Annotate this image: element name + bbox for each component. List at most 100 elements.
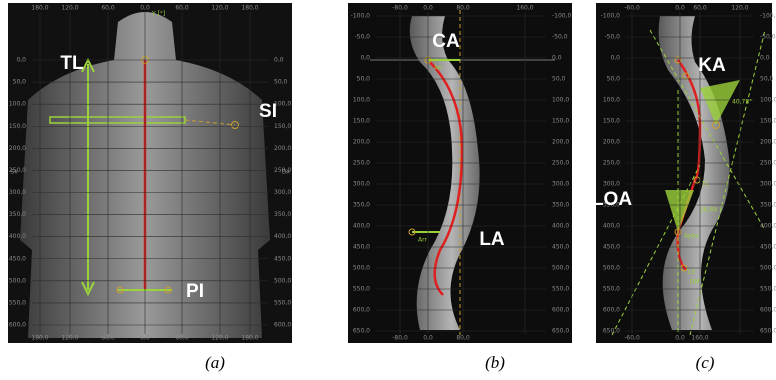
tick-label: 500,0 [353,265,370,272]
tick-label: 50,0 [13,79,27,86]
small-label: 40,78° [732,99,752,106]
tick-label: 250,0 [552,160,569,167]
tick-label: 250,0 [603,160,620,167]
annotation: SI [259,101,277,122]
tick-label: 300,0 [9,189,26,196]
tick-label: 200,0 [353,139,370,146]
tick-label: 650,0 [552,328,569,335]
tick-label: -100,0 [601,13,621,20]
tick-label: 450,0 [9,255,26,262]
tick-label: 500,0 [603,265,620,272]
tick-label: 300,0 [552,181,569,188]
tick-label: -100,0 [351,13,371,20]
tick-label: 450,0 [552,244,569,251]
tick-label: 0,0 [423,5,433,12]
tick-label: 500,0 [9,277,26,284]
annotation: KA [698,55,726,76]
tick-label: 100,0 [760,97,776,104]
tick-label: -100,0 [552,13,572,20]
tick-label: 600,0 [760,307,776,314]
small-label: Y [°] [151,11,165,18]
panel-caption: (c) [696,353,715,372]
tick-label: 400,0 [603,223,620,230]
tick-label: 200,0 [9,145,26,152]
tick-label: 600,0 [552,307,569,314]
tick-label: 0,0 [675,5,685,12]
tick-label: 120,0 [211,335,228,342]
tick-label: 120,0 [731,5,748,12]
tick-label: 350,0 [9,211,26,218]
tick-label: 450,0 [353,244,370,251]
tick-label: -60,0 [624,5,640,12]
tick-label: 180,0 [31,335,48,342]
tick-label: 400,0 [274,233,291,240]
tick-label: 150,0 [760,118,776,125]
tick-label: 100,0 [353,97,370,104]
annotation: CA [432,31,460,52]
annotation: LA [479,229,505,250]
tick-label: 0,0 [552,55,562,62]
tick-label: 0,0 [423,335,433,342]
tick-label: 150,0 [9,123,26,130]
tick-label: -50,0 [354,34,370,41]
tick-label: 300,0 [760,181,776,188]
side-label: Dx [282,169,291,176]
tick-label: 0,0 [140,335,150,342]
tick-label: 400,0 [760,223,776,230]
tick-label: 200,0 [760,139,776,146]
tick-label: 650,0 [760,328,776,335]
tick-label: 60,0 [175,5,189,12]
tick-label: 450,0 [274,255,291,262]
tick-label: 600,0 [353,307,370,314]
tick-label: 150,0 [353,118,370,125]
annotation: TL [60,53,84,74]
tick-label: 550,0 [603,286,620,293]
tick-label: 0,0 [675,335,685,342]
small-label: Apex [684,233,699,240]
tick-label: 160,0 [516,5,533,12]
tick-label: 50,0 [607,76,621,83]
tick-label: 100,0 [552,97,569,104]
tick-label: 350,0 [274,211,291,218]
tick-label: -100,0 [760,13,776,20]
tick-label: 350,0 [760,202,776,209]
tick-label: 450,0 [603,244,620,251]
tick-label: 0,0 [16,57,26,64]
tick-label: 0,0 [274,57,284,64]
tick-label: -50,0 [604,34,620,41]
tick-label: 450,0 [760,244,776,251]
tick-label: 100,0 [603,97,620,104]
tick-label: 100,0 [9,101,26,108]
small-label: 26,69 ° [700,207,722,214]
tick-label: 0,0 [140,5,150,12]
tick-label: 160,0 [691,335,708,342]
tick-label: 50,0 [552,76,566,83]
tick-label: 550,0 [760,286,776,293]
tick-label: 60,0 [175,335,189,342]
tick-label: -80,0 [392,5,408,12]
tick-label: 400,0 [9,233,26,240]
tick-label: 500,0 [552,265,569,272]
tick-label: 650,0 [353,328,370,335]
tick-label: 500,0 [274,277,291,284]
tick-label: 60,0 [693,5,707,12]
tick-label: 150,0 [552,118,569,125]
tick-label: -80,0 [392,335,408,342]
tick-label: 150,0 [603,118,620,125]
tick-label: 550,0 [9,299,26,306]
tick-label: 200,0 [552,139,569,146]
tick-label: 150,0 [274,123,291,130]
tick-label: 500,0 [760,265,776,272]
tick-label: 300,0 [274,189,291,196]
small-label: Arr [434,65,443,72]
tick-label: 180,0 [241,335,258,342]
tick-label: 80,0 [456,5,470,12]
panel-caption: (a) [205,353,225,372]
tick-label: 200,0 [603,139,620,146]
tick-label: -50,0 [760,34,776,41]
tick-label: 350,0 [353,202,370,209]
tick-label: 600,0 [9,322,26,329]
tick-label: 550,0 [274,299,291,306]
tick-label: 550,0 [552,286,569,293]
tick-label: 50,0 [760,76,774,83]
